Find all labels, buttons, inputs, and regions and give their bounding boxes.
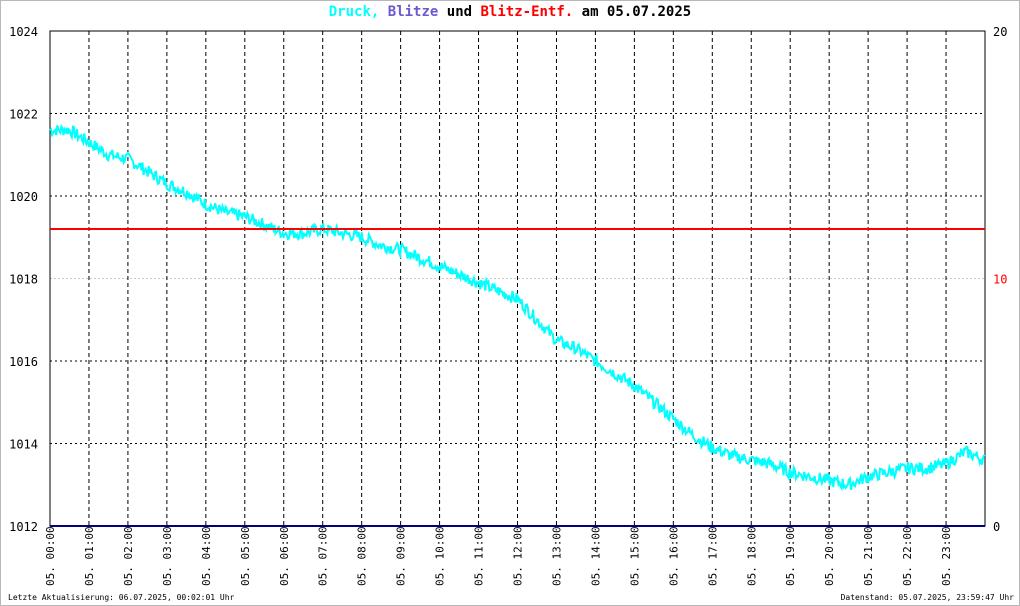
x-tick-label: 05. 03:00 [161, 526, 174, 586]
y-left-tick-label: 1020 [9, 190, 38, 204]
x-tick-label: 05. 08:00 [356, 526, 369, 586]
chart-title: Druck, Blitze und Blitz-Entf. am 05.07.2… [0, 4, 1020, 20]
title-segment: Blitze [387, 4, 439, 20]
x-tick-label: 05. 13:00 [550, 526, 563, 586]
x-tick-label: 05. 01:00 [83, 526, 96, 586]
y-right-tick-label: 10 [993, 273, 1007, 287]
title-segment: , [370, 4, 388, 20]
x-tick-label: 05. 21:00 [862, 526, 875, 586]
x-tick-label: 05. 17:00 [706, 526, 719, 586]
x-tick-label: 05. 09:00 [395, 526, 408, 586]
x-tick-label: 05. 02:00 [122, 526, 135, 586]
last-update-label: Letzte Aktualisierung: 06.07.2025, 00:02… [8, 593, 235, 602]
x-tick-label: 05. 04:00 [200, 526, 213, 586]
x-tick-label: 05. 14:00 [589, 526, 602, 586]
title-segment: Blitz-Entf. [480, 4, 574, 20]
title-segment: am 05.07.2025 [573, 4, 692, 20]
y-left-tick-label: 1024 [9, 25, 38, 39]
data-status-label: Datenstand: 05.07.2025, 23:59:47 Uhr [840, 593, 1014, 602]
x-tick-label: 05. 07:00 [317, 526, 330, 586]
x-tick-label: 05. 19:00 [784, 526, 797, 586]
y-left-tick-label: 1012 [9, 520, 38, 534]
x-tick-label: 05. 10:00 [434, 526, 447, 586]
y-left-tick-label: 1022 [9, 108, 38, 122]
x-tick-label: 05. 15:00 [628, 526, 641, 586]
x-tick-label: 05. 22:00 [901, 526, 914, 586]
x-tick-label: 05. 11:00 [473, 526, 486, 586]
x-tick-label: 05. 05:00 [239, 526, 252, 586]
x-tick-label: 05. 23:00 [940, 526, 953, 586]
y-left-tick-label: 1016 [9, 355, 38, 369]
x-tick-label: 05. 00:00 [44, 526, 57, 586]
x-tick-label: 05. 18:00 [745, 526, 758, 586]
x-tick-label: 05. 12:00 [512, 526, 525, 586]
y-left-tick-label: 1014 [9, 438, 38, 452]
x-tick-label: 05. 16:00 [667, 526, 680, 586]
y-right-tick-label: 0 [993, 520, 1000, 534]
y-left-tick-label: 1018 [9, 273, 38, 287]
x-tick-label: 05. 06:00 [278, 526, 291, 586]
x-tick-label: 05. 20:00 [823, 526, 836, 586]
title-segment: Druck [328, 4, 371, 20]
title-segment: und [438, 4, 481, 20]
y-right-tick-label: 20 [993, 25, 1007, 39]
series-druck-line [49, 123, 986, 492]
